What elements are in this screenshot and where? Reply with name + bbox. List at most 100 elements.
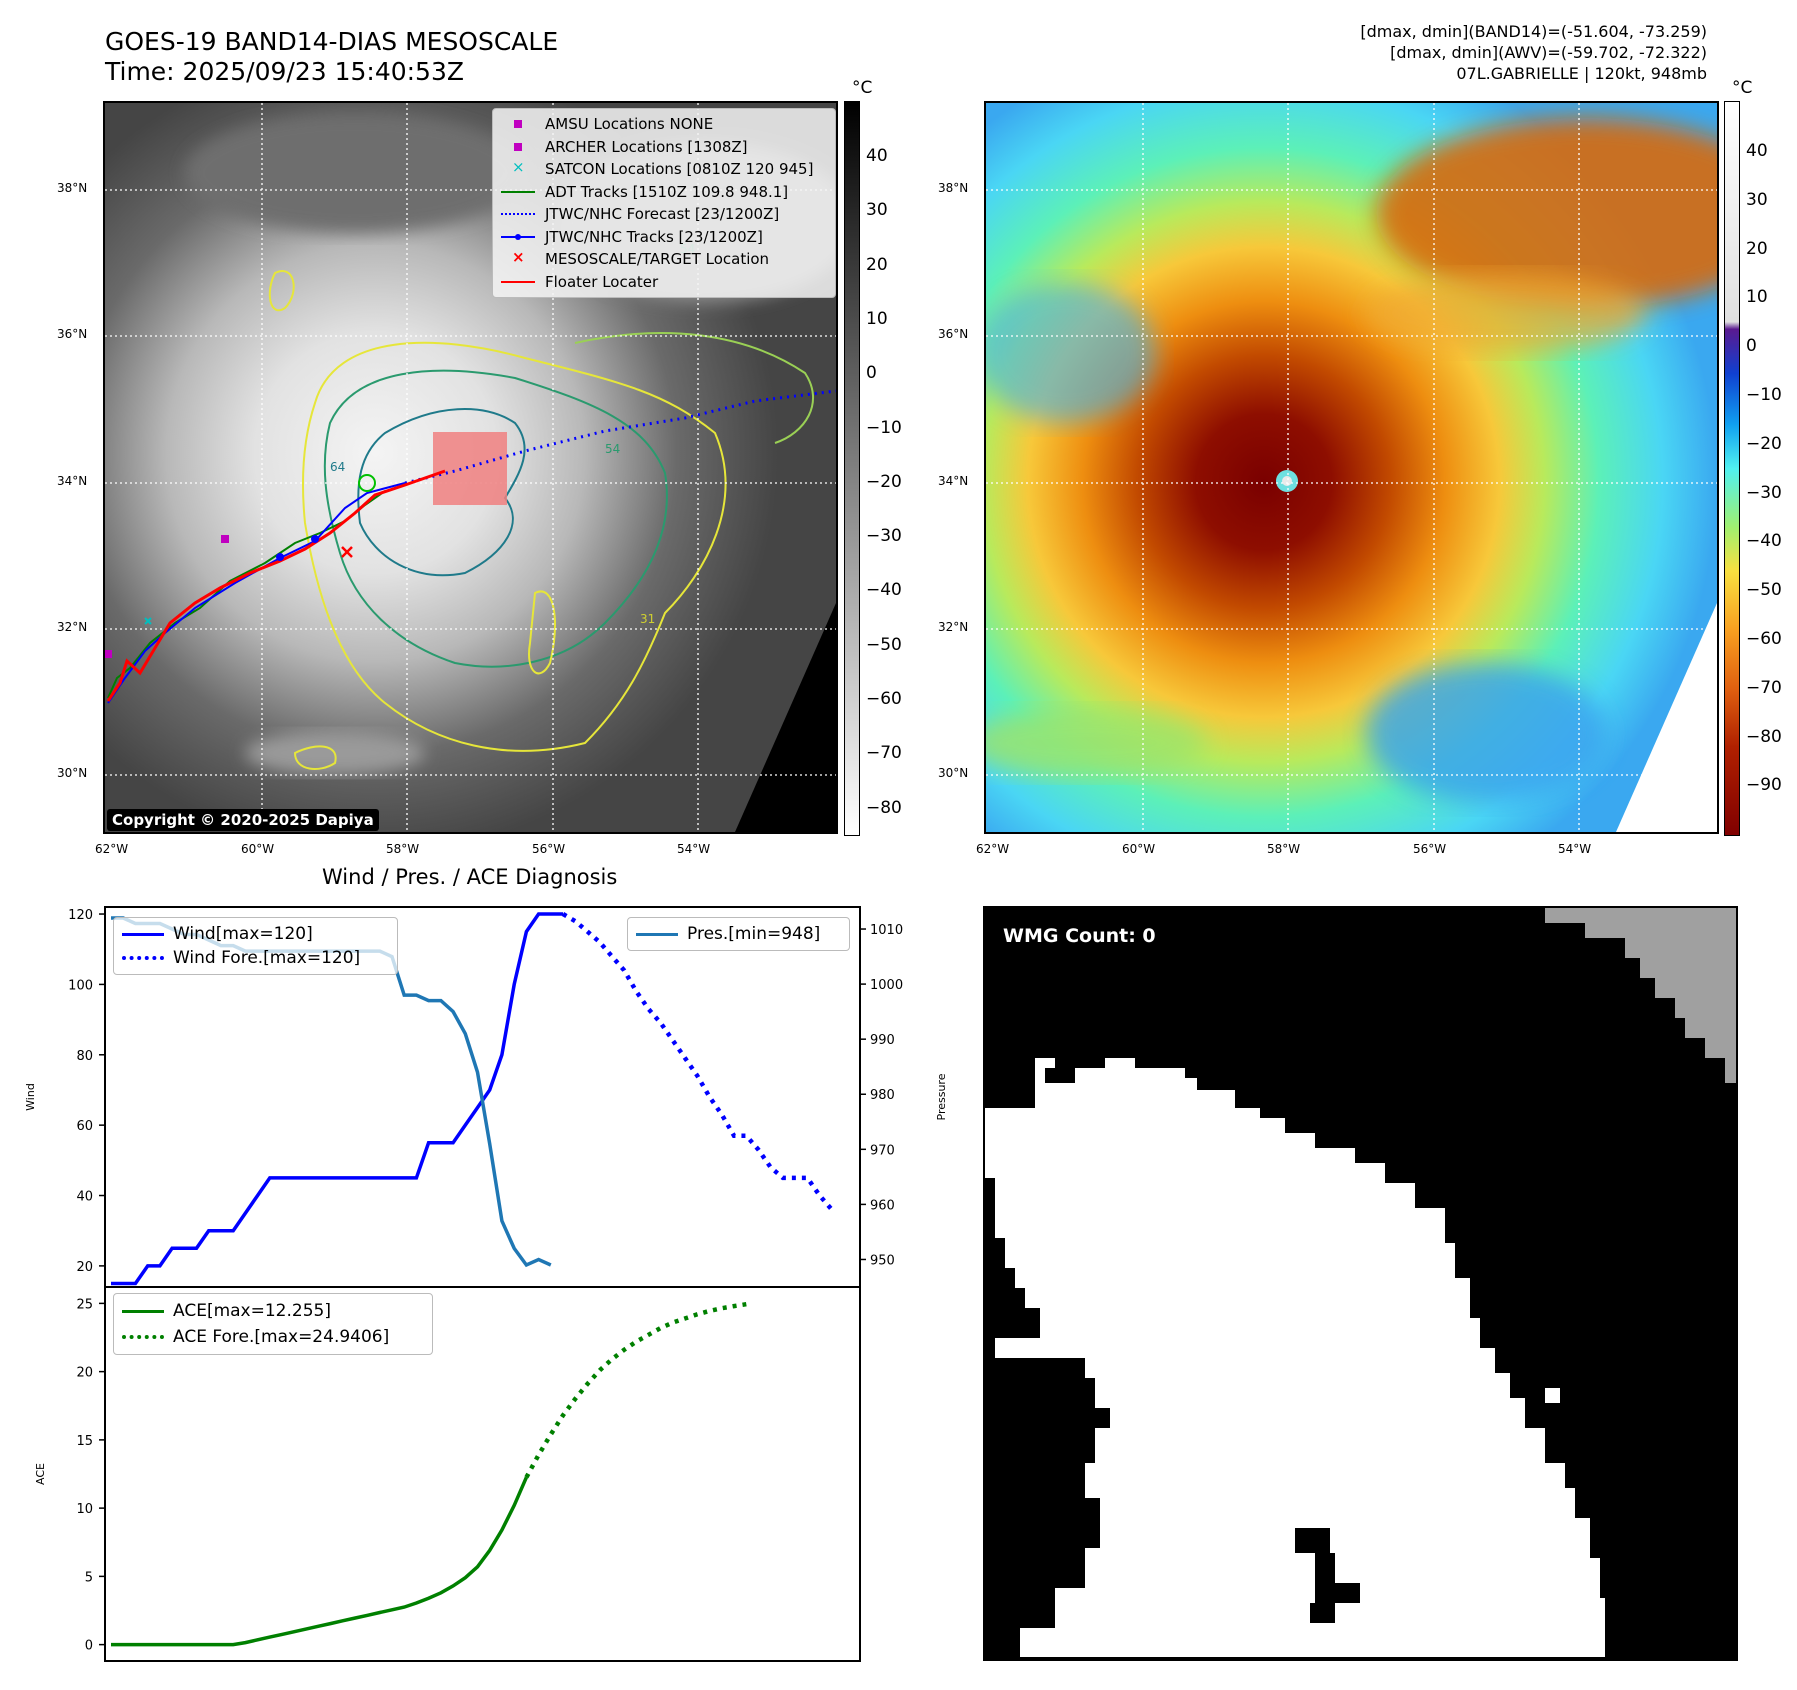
legend-mesoscale-target: × MESOSCALE/TARGET Location bbox=[512, 248, 770, 269]
map2-lon-tick: 62°W bbox=[976, 842, 1010, 856]
figure-time: Time: 2025/09/23 15:40:53Z bbox=[105, 57, 464, 86]
legend-archer: ARCHER Locations [1308Z] bbox=[499, 136, 829, 159]
band14-map: 54 64 54 31 AMSU Locations NONE ARCHER L… bbox=[103, 101, 838, 834]
legend-floater: Floater Locater bbox=[499, 271, 829, 294]
legend-ace: ACE[max=12.255] bbox=[120, 1298, 426, 1324]
colorbar2-unit: °C bbox=[1732, 78, 1753, 98]
pressure-ytick-label: 960 bbox=[870, 1198, 895, 1213]
wind-ytick-label: 80 bbox=[76, 1049, 93, 1064]
colorbar1-unit: °C bbox=[852, 78, 873, 98]
ace-series-line-0 bbox=[111, 1476, 529, 1647]
archer-marker bbox=[105, 650, 112, 658]
wind-legend: Wind[max=120] Wind Fore.[max=120] bbox=[113, 917, 398, 975]
legend-satcon: × SATCON Locations [0810Z 120 945] bbox=[512, 158, 814, 179]
mesoscale-target-marker bbox=[341, 546, 353, 558]
colorbar2-tick-label: −80 bbox=[1746, 726, 1782, 747]
colorbar2-tick-label: −10 bbox=[1746, 385, 1782, 405]
pressure-ytick-label: 950 bbox=[870, 1253, 895, 1268]
ace-ytick-label: 0 bbox=[85, 1639, 93, 1654]
map2-dry-s bbox=[1366, 663, 1606, 803]
colorbar1-tick-label: −50 bbox=[866, 634, 902, 655]
map2-band-n bbox=[1366, 273, 1646, 353]
wmg-black-hole bbox=[1015, 1488, 1037, 1508]
colorbar2-tick-label: −60 bbox=[1746, 629, 1782, 649]
storm-info: 07L.GABRIELLE | 120kt, 948mb bbox=[1456, 64, 1707, 83]
map1-lat-tick: 30°N bbox=[57, 766, 88, 780]
map1-lat-tick: 38°N bbox=[57, 181, 88, 195]
legend-wind: Wind[max=120] bbox=[120, 922, 391, 946]
colorbar2-tick-label: 0 bbox=[1746, 336, 1757, 357]
wmg-black-hole bbox=[1525, 1378, 1545, 1398]
jtwc-track-point bbox=[276, 553, 284, 561]
pressure-axis-label: Pressure bbox=[935, 1073, 948, 1120]
wmg-white-dot bbox=[1545, 1388, 1560, 1403]
ace-ytick-label: 5 bbox=[85, 1570, 93, 1585]
wmg-white-region bbox=[985, 1058, 1605, 1657]
jtwc-track bbox=[107, 482, 406, 704]
map1-contour-blob bbox=[293, 745, 337, 770]
map2-grid bbox=[986, 103, 1717, 832]
map1-lon-tick: 54°W bbox=[677, 842, 711, 856]
wind-ytick-label: 100 bbox=[68, 978, 93, 993]
map1-contour-yellow bbox=[302, 341, 727, 752]
colorbar2-tick-label: 20 bbox=[1746, 238, 1768, 259]
wind-axis-label: Wind bbox=[24, 1083, 37, 1111]
wmg-gray-region bbox=[1545, 908, 1736, 1083]
wmg-black-hole bbox=[1315, 1553, 1335, 1583]
colorbar1-tick-label: −80 bbox=[866, 797, 902, 818]
wind-ytick-label: 20 bbox=[76, 1260, 93, 1275]
colorbar1-tick-label: 0 bbox=[866, 363, 877, 384]
floater-track bbox=[106, 469, 446, 702]
legend-ace-forecast: ACE Fore.[max=24.9406] bbox=[120, 1324, 426, 1350]
diagnosis-title: Wind / Pres. / ACE Diagnosis bbox=[322, 865, 618, 889]
map2-band-ne bbox=[1376, 118, 1717, 308]
colorbar1-tick-label: 40 bbox=[866, 146, 888, 166]
map1-lat-tick: 32°N bbox=[57, 620, 88, 634]
legend-wind-forecast: Wind Fore.[max=120] bbox=[120, 946, 391, 970]
colorbar2-tick-label: −40 bbox=[1746, 531, 1782, 552]
satcon-marker bbox=[144, 617, 152, 625]
map1-contour-inner bbox=[357, 408, 526, 577]
pressure-ytick-label: 970 bbox=[870, 1143, 895, 1158]
ace-series-line-1 bbox=[524, 1301, 747, 1479]
wind-ytick-label: 60 bbox=[76, 1119, 93, 1134]
colorbar1-grayscale bbox=[844, 101, 860, 836]
colorbar2-tick-label: 40 bbox=[1746, 141, 1768, 161]
map1-contour-label-3: 54 bbox=[605, 442, 620, 456]
pressure-ytick-label: 1000 bbox=[870, 978, 903, 993]
map1-contour-green bbox=[574, 332, 815, 444]
jtwc-track-point bbox=[311, 535, 319, 543]
archer-marker bbox=[221, 535, 229, 543]
eye-center-icon bbox=[358, 474, 376, 492]
colorbar2-tick-label: 10 bbox=[1746, 287, 1768, 308]
map2-dry-w bbox=[986, 283, 1156, 423]
map1-lat-tick: 36°N bbox=[57, 327, 88, 341]
map1-lon-tick: 60°W bbox=[241, 842, 275, 856]
wind-ytick-label: 40 bbox=[76, 1190, 93, 1205]
colorbar1-tick-label: 30 bbox=[866, 200, 888, 221]
map2-lat-tick: 34°N bbox=[938, 474, 969, 488]
map1-contour-label-4: 31 bbox=[640, 612, 655, 626]
colorbar2-tick-label: −50 bbox=[1746, 580, 1782, 601]
ace-legend: ACE[max=12.255] ACE Fore.[max=24.9406] bbox=[113, 1293, 433, 1355]
colorbar1-tick-label: −70 bbox=[866, 743, 902, 764]
awv-map bbox=[984, 101, 1719, 834]
legend-adt: ADT Tracks [1510Z 109.8 948.1] bbox=[499, 181, 829, 204]
map2-lon-tick: 54°W bbox=[1558, 842, 1592, 856]
wind-ytick-label: 120 bbox=[68, 908, 93, 923]
wmg-black-hole bbox=[1025, 1508, 1045, 1548]
colorbar1-tick-label: −30 bbox=[866, 526, 902, 547]
pressure-ytick-label: 1010 bbox=[870, 923, 903, 938]
map1-lat-tick: 34°N bbox=[57, 474, 88, 488]
map1-contour-island bbox=[268, 270, 295, 312]
colorbar1-tick-label: 10 bbox=[866, 308, 888, 329]
map2-lon-tick: 58°W bbox=[1267, 842, 1301, 856]
map1-contour-teal bbox=[323, 369, 668, 668]
ace-ytick-label: 20 bbox=[76, 1366, 93, 1381]
map2-lat-tick: 36°N bbox=[938, 327, 969, 341]
pressure-ytick-label: 990 bbox=[870, 1033, 895, 1048]
colorbar1-tick-label: −40 bbox=[866, 580, 902, 601]
legend-jtwc-track: JTWC/NHC Tracks [23/1200Z] bbox=[499, 226, 829, 249]
legend-amsu: AMSU Locations NONE bbox=[499, 113, 829, 136]
colorbar1-tick-label: −10 bbox=[866, 417, 902, 438]
